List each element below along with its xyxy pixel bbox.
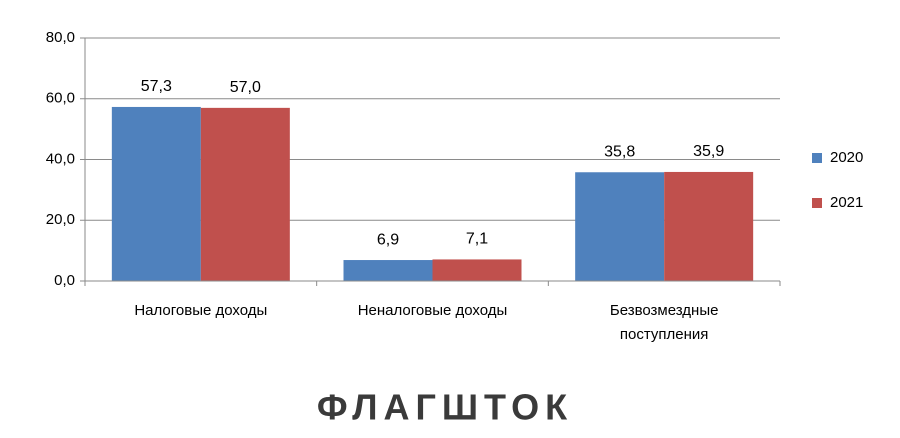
y-tick-label: 20,0: [46, 211, 75, 228]
value-label: 57,3: [141, 78, 172, 95]
value-label: 7,1: [466, 231, 488, 248]
x-tick-label: Неналоговые доходы: [357, 302, 508, 319]
y-tick-label: 0,0: [54, 272, 75, 289]
y-tick-label: 80,0: [46, 29, 75, 46]
bar: [343, 260, 433, 281]
bar: [432, 259, 522, 281]
bar: [664, 171, 754, 281]
y-tick-label: 40,0: [46, 150, 75, 167]
bar: [111, 106, 201, 281]
watermark: ФЛАГШТОК: [317, 387, 573, 428]
value-label: 6,9: [377, 231, 399, 248]
y-tick-label: 60,0: [46, 90, 75, 107]
x-tick-label: Безвозмездные поступления: [609, 302, 719, 343]
value-label: 35,9: [693, 143, 724, 160]
value-label: 57,0: [230, 79, 261, 96]
x-tick-label: Налоговые доходы: [134, 302, 268, 319]
bar: [575, 172, 665, 281]
value-label: 35,8: [604, 143, 635, 160]
bar: [200, 107, 290, 281]
legend-label: 2021: [830, 194, 863, 211]
legend-swatch: [812, 198, 822, 208]
legend-swatch: [812, 153, 822, 163]
legend-label: 2020: [830, 149, 863, 166]
